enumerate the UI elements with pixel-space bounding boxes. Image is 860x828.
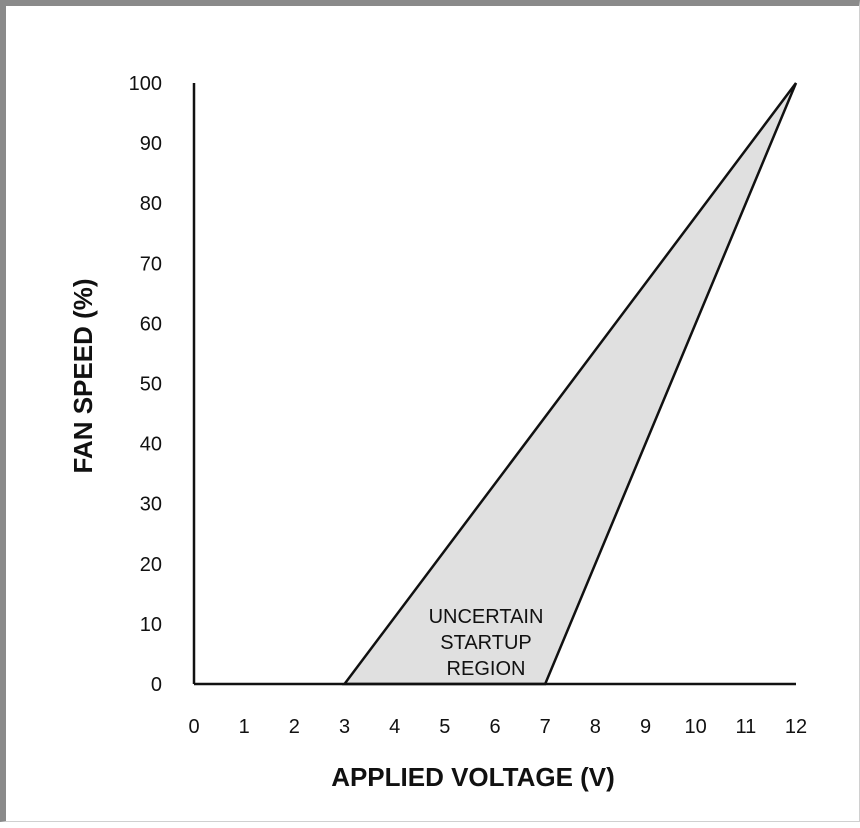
- x-tick-labels: 0 1 2 3 4 5 6 7 8 9 10 11 12: [188, 716, 807, 738]
- x-tick-label: 8: [590, 716, 601, 738]
- x-tick-label: 3: [339, 716, 350, 738]
- x-tick-label: 5: [439, 716, 450, 738]
- y-tick-label: 50: [140, 374, 162, 396]
- y-axis-title: FAN SPEED (%): [68, 278, 98, 473]
- uncertain-startup-region: [341, 82, 798, 686]
- y-tick-label: 0: [151, 674, 162, 696]
- x-axis-title: APPLIED VOLTAGE (V): [331, 762, 615, 792]
- x-tick-label: 11: [735, 716, 756, 738]
- y-tick-labels: 0 10 20 30 40 50 60 70 80 90 100: [129, 73, 162, 696]
- y-tick-label: 40: [140, 434, 162, 456]
- y-tick-label: 20: [140, 554, 162, 576]
- x-tick-label: 4: [389, 716, 400, 738]
- x-tick-label: 7: [540, 716, 551, 738]
- y-tick-label: 70: [140, 253, 162, 275]
- x-tick-label: 1: [239, 716, 250, 738]
- y-tick-label: 10: [140, 614, 162, 636]
- y-tick-label: 30: [140, 494, 162, 516]
- x-tick-label: 6: [489, 716, 500, 738]
- x-tick-label: 2: [289, 716, 300, 738]
- region-label-line-3: REGION: [447, 658, 526, 680]
- region-label-line-2: STARTUP: [440, 632, 532, 654]
- x-tick-label: 0: [188, 716, 199, 738]
- y-tick-label: 90: [140, 133, 162, 155]
- y-tick-label: 80: [140, 193, 162, 215]
- y-tick-label: 60: [140, 313, 162, 335]
- region-label-line-1: UNCERTAIN: [429, 606, 544, 628]
- y-tick-label: 100: [129, 73, 162, 95]
- x-tick-label: 9: [640, 716, 651, 738]
- x-tick-label: 10: [685, 716, 707, 738]
- x-tick-label: 12: [785, 716, 807, 738]
